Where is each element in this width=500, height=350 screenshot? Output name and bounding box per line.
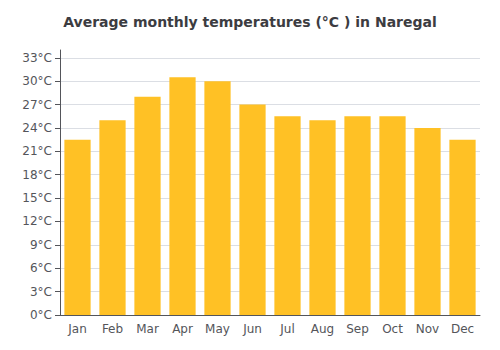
svg-text:Jun: Jun <box>242 322 262 336</box>
svg-text:May: May <box>205 322 230 336</box>
svg-text:Jan: Jan <box>67 322 87 336</box>
svg-text:Dec: Dec <box>451 322 474 336</box>
svg-text:Average monthly temperatures (: Average monthly temperatures (°C ) in Na… <box>63 14 437 30</box>
svg-text:Oct: Oct <box>382 322 403 336</box>
svg-text:21°C: 21°C <box>22 144 52 158</box>
svg-text:Nov: Nov <box>416 322 439 336</box>
svg-text:30°C: 30°C <box>22 74 52 88</box>
svg-text:Mar: Mar <box>136 322 159 336</box>
svg-text:15°C: 15°C <box>22 191 52 205</box>
svg-text:24°C: 24°C <box>22 121 52 135</box>
svg-text:27°C: 27°C <box>22 98 52 112</box>
svg-text:Feb: Feb <box>102 322 123 336</box>
svg-text:6°C: 6°C <box>30 261 52 275</box>
svg-text:3°C: 3°C <box>30 285 52 299</box>
svg-text:Jul: Jul <box>279 322 294 336</box>
svg-text:33°C: 33°C <box>22 51 52 65</box>
svg-text:18°C: 18°C <box>22 168 52 182</box>
svg-text:Aug: Aug <box>311 322 334 336</box>
svg-text:Sep: Sep <box>346 322 369 336</box>
svg-text:0°C: 0°C <box>30 308 52 322</box>
svg-text:9°C: 9°C <box>30 238 52 252</box>
svg-text:Apr: Apr <box>172 322 193 336</box>
svg-text:12°C: 12°C <box>22 214 52 228</box>
